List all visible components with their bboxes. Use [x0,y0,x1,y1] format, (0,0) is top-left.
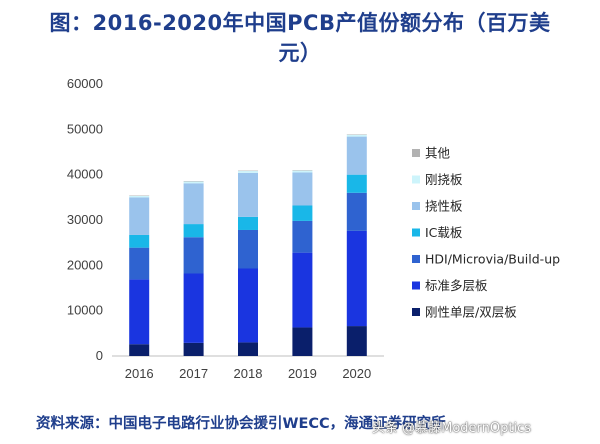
x-axis: 2016 2017 2018 2019 2020 [125,366,372,381]
legend-label: 刚性单层/双层板 [425,305,517,320]
bar-segment [346,192,367,231]
bar-segment [129,344,150,356]
bar-segment [238,342,258,356]
bar-segment [292,252,313,328]
bar-segment [129,197,150,235]
bar-segment [346,136,367,175]
chart-title-line-1: 图：2016-2020年中国PCB产值份额分布（百万美 [49,11,551,35]
y-tick-label: 10000 [67,303,103,318]
chart-title-line-2: 元） [278,41,322,65]
legend-label: 刚挠板 [425,172,463,187]
legend-swatch [412,149,420,157]
legend-label: 其他 [425,146,451,161]
bar-segment [292,327,313,356]
x-tick-label: 2019 [288,366,317,381]
x-tick-label: 2017 [179,366,208,381]
bar-segment [183,342,204,356]
legend-swatch [412,255,420,263]
bar-segment [183,181,204,184]
y-axis: 0 10000 20000 30000 40000 50000 60000 [67,76,384,363]
legend-label: 标准多层板 [425,278,488,293]
bar-segment [292,205,313,221]
bar-segment [183,224,204,238]
legend-swatch [412,308,420,316]
chart-title: 图：2016-2020年中国PCB产值份额分布（百万美 元） [0,8,600,68]
bar-segment [292,220,313,253]
bar-area [129,134,367,356]
legend-label: 挠性板 [425,199,463,214]
watermark: 头条 @慕藤ModernOptics [372,421,532,436]
bar-segment [238,229,258,269]
bar-segment [346,174,367,193]
bar-segment [292,172,313,206]
source-note: 资料来源：中国电子电路行业协会援引WECC，海通证券研究所 [36,416,446,432]
y-tick-label: 20000 [67,257,103,272]
legend-swatch [412,281,420,290]
bar-segment [183,273,204,343]
legend-swatch [412,202,420,210]
y-tick-label: 50000 [67,121,103,136]
bar-segment [183,237,204,274]
bar-segment [238,171,258,173]
legend-label: HDI/Microvia/Build-up [425,252,560,267]
bar-segment [238,172,258,217]
bar-segment [292,170,313,173]
x-tick-label: 2020 [342,366,371,381]
bar-segment [238,268,258,343]
x-tick-label: 2016 [125,366,154,381]
y-tick-label: 60000 [67,76,103,91]
bar-segment [129,279,150,345]
bar-segment [346,230,367,327]
bar-segment [129,247,150,280]
legend-swatch [412,175,420,184]
y-tick-label: 0 [96,348,103,363]
bar-segment [129,234,150,248]
legend-label: IC载板 [425,225,463,240]
x-tick-label: 2018 [234,366,263,381]
bar-segment [183,183,204,225]
y-tick-label: 30000 [67,212,103,227]
bar-segment [129,195,150,198]
bar-segment [238,216,258,230]
legend-swatch [412,228,420,237]
bar-segment [346,326,367,356]
y-tick-label: 40000 [67,167,103,182]
bar-segment [346,134,367,137]
